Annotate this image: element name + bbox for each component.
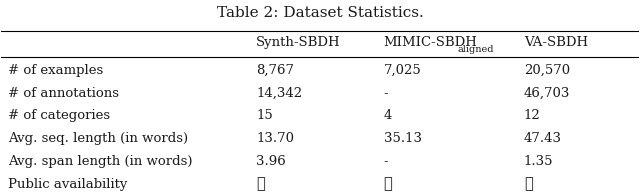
Text: 8,767: 8,767 bbox=[256, 64, 294, 77]
Text: -: - bbox=[384, 87, 388, 100]
Text: MIMIC-SBDH: MIMIC-SBDH bbox=[384, 36, 477, 49]
Text: 1.35: 1.35 bbox=[524, 155, 554, 168]
Text: -: - bbox=[384, 155, 388, 168]
Text: 7,025: 7,025 bbox=[384, 64, 422, 77]
Text: VA-SBDH: VA-SBDH bbox=[524, 36, 588, 49]
Text: Synth-SBDH: Synth-SBDH bbox=[256, 36, 341, 49]
Text: ✓: ✓ bbox=[384, 177, 392, 191]
Text: 35.13: 35.13 bbox=[384, 132, 422, 145]
Text: 20,570: 20,570 bbox=[524, 64, 570, 77]
Text: 12: 12 bbox=[524, 109, 541, 122]
Text: 46,703: 46,703 bbox=[524, 87, 570, 100]
Text: Avg. seq. length (in words): Avg. seq. length (in words) bbox=[8, 132, 188, 145]
Text: 15: 15 bbox=[256, 109, 273, 122]
Text: 14,342: 14,342 bbox=[256, 87, 303, 100]
Text: 3.96: 3.96 bbox=[256, 155, 286, 168]
Text: # of examples: # of examples bbox=[8, 64, 103, 77]
Text: 13.70: 13.70 bbox=[256, 132, 294, 145]
Text: aligned: aligned bbox=[457, 45, 493, 54]
Text: # of categories: # of categories bbox=[8, 109, 110, 122]
Text: # of annotations: # of annotations bbox=[8, 87, 119, 100]
Text: 4: 4 bbox=[384, 109, 392, 122]
Text: Table 2: Dataset Statistics.: Table 2: Dataset Statistics. bbox=[216, 6, 424, 20]
Text: 47.43: 47.43 bbox=[524, 132, 562, 145]
Text: ✗: ✗ bbox=[524, 177, 532, 191]
Text: Avg. span length (in words): Avg. span length (in words) bbox=[8, 155, 192, 168]
Text: Public availability: Public availability bbox=[8, 178, 127, 191]
Text: ✓: ✓ bbox=[256, 177, 265, 191]
